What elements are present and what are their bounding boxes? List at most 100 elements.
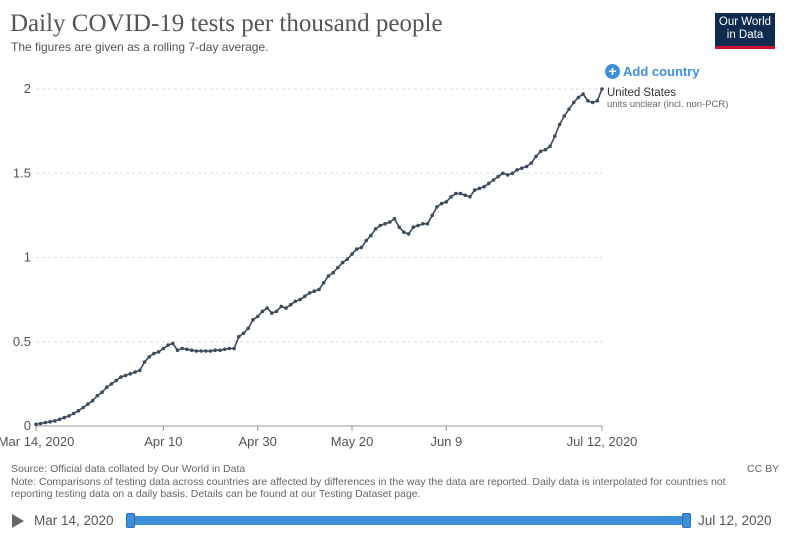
data-point[interactable] xyxy=(156,350,161,354)
data-point[interactable] xyxy=(576,95,581,100)
data-point[interactable] xyxy=(147,355,151,359)
data-point[interactable] xyxy=(274,309,279,314)
data-point[interactable] xyxy=(204,349,208,353)
data-point[interactable] xyxy=(524,164,529,169)
data-point[interactable] xyxy=(534,154,538,159)
data-point[interactable] xyxy=(425,222,430,226)
data-point[interactable] xyxy=(359,245,364,250)
data-point[interactable] xyxy=(496,174,501,179)
data-point[interactable] xyxy=(411,225,416,229)
data-point[interactable] xyxy=(38,421,43,426)
data-point[interactable] xyxy=(458,191,463,196)
data-point[interactable] xyxy=(406,232,411,236)
data-point[interactable] xyxy=(142,360,147,364)
data-point[interactable] xyxy=(345,257,350,262)
data-point[interactable] xyxy=(331,270,336,275)
data-point[interactable] xyxy=(123,373,128,378)
timeline-start-handle[interactable] xyxy=(126,513,135,528)
data-point[interactable] xyxy=(463,193,468,197)
data-point[interactable] xyxy=(81,405,85,410)
data-point[interactable] xyxy=(444,200,449,204)
data-point[interactable] xyxy=(237,334,241,339)
data-point[interactable] xyxy=(416,223,420,228)
data-point[interactable] xyxy=(255,314,260,319)
data-point[interactable] xyxy=(383,222,387,226)
data-point[interactable] xyxy=(421,222,425,226)
data-point[interactable] xyxy=(336,265,340,270)
data-point[interactable] xyxy=(557,122,562,127)
data-point[interactable] xyxy=(175,348,180,353)
data-point[interactable] xyxy=(222,347,227,352)
data-point[interactable] xyxy=(373,227,378,231)
data-point[interactable] xyxy=(510,171,515,176)
data-point[interactable] xyxy=(482,184,486,189)
data-point[interactable] xyxy=(468,195,472,199)
data-point[interactable] xyxy=(270,311,274,315)
data-point[interactable] xyxy=(505,173,510,177)
data-point[interactable] xyxy=(114,378,118,383)
data-point[interactable] xyxy=(279,304,284,309)
data-point[interactable] xyxy=(553,134,557,138)
data-point[interactable] xyxy=(119,375,123,379)
data-point[interactable] xyxy=(100,390,104,395)
data-point[interactable] xyxy=(388,220,392,224)
data-point[interactable] xyxy=(477,186,482,191)
data-point[interactable] xyxy=(392,216,397,221)
data-point[interactable] xyxy=(194,349,199,353)
data-point[interactable] xyxy=(57,417,62,422)
data-point[interactable] xyxy=(307,291,312,295)
data-point[interactable] xyxy=(340,260,345,265)
data-point[interactable] xyxy=(284,306,288,310)
data-point[interactable] xyxy=(133,370,137,374)
data-point[interactable] xyxy=(43,420,48,425)
data-point[interactable] xyxy=(312,289,317,294)
series-line-united-states[interactable] xyxy=(35,88,603,426)
data-point[interactable] xyxy=(208,349,213,353)
data-point[interactable] xyxy=(303,294,307,299)
data-point[interactable] xyxy=(227,346,232,351)
data-point[interactable] xyxy=(590,100,595,105)
data-point[interactable] xyxy=(288,302,293,307)
data-point[interactable] xyxy=(567,107,571,111)
data-point[interactable] xyxy=(86,402,90,406)
data-point[interactable] xyxy=(128,372,133,376)
data-point[interactable] xyxy=(293,299,298,304)
data-point[interactable] xyxy=(435,205,439,209)
legend-series-name[interactable]: United States xyxy=(607,87,677,99)
timeline-end-handle[interactable] xyxy=(682,513,691,528)
data-point[interactable] xyxy=(317,287,321,292)
data-point[interactable] xyxy=(189,348,194,353)
data-point[interactable] xyxy=(180,346,184,351)
data-point[interactable] xyxy=(326,274,331,278)
data-point[interactable] xyxy=(449,195,453,199)
owid-logo[interactable]: Our World in Data xyxy=(715,13,775,49)
data-point[interactable] xyxy=(586,99,590,103)
data-point[interactable] xyxy=(105,385,109,390)
data-point[interactable] xyxy=(48,420,52,424)
data-point[interactable] xyxy=(402,230,406,234)
data-point[interactable] xyxy=(439,201,444,206)
data-point[interactable] xyxy=(67,414,71,418)
data-point[interactable] xyxy=(213,348,217,353)
license-link[interactable]: CC BY xyxy=(747,463,780,475)
data-point[interactable] xyxy=(529,161,534,165)
data-point[interactable] xyxy=(76,409,81,413)
data-point[interactable] xyxy=(369,233,373,238)
data-point[interactable] xyxy=(90,398,95,403)
data-point[interactable] xyxy=(581,92,585,96)
add-country-button[interactable]: + Add country xyxy=(605,64,700,79)
data-point[interactable] xyxy=(543,147,548,152)
data-point[interactable] xyxy=(364,238,369,243)
data-point[interactable] xyxy=(166,343,170,347)
data-point[interactable] xyxy=(454,191,458,196)
data-point[interactable] xyxy=(472,188,477,192)
data-point[interactable] xyxy=(298,297,302,302)
data-point[interactable] xyxy=(53,419,57,423)
data-point[interactable] xyxy=(571,100,576,105)
data-point[interactable] xyxy=(595,99,600,103)
data-point[interactable] xyxy=(241,331,246,336)
data-point[interactable] xyxy=(548,144,552,149)
data-point[interactable] xyxy=(430,213,435,218)
data-point[interactable] xyxy=(354,247,359,251)
data-point[interactable] xyxy=(199,349,203,353)
